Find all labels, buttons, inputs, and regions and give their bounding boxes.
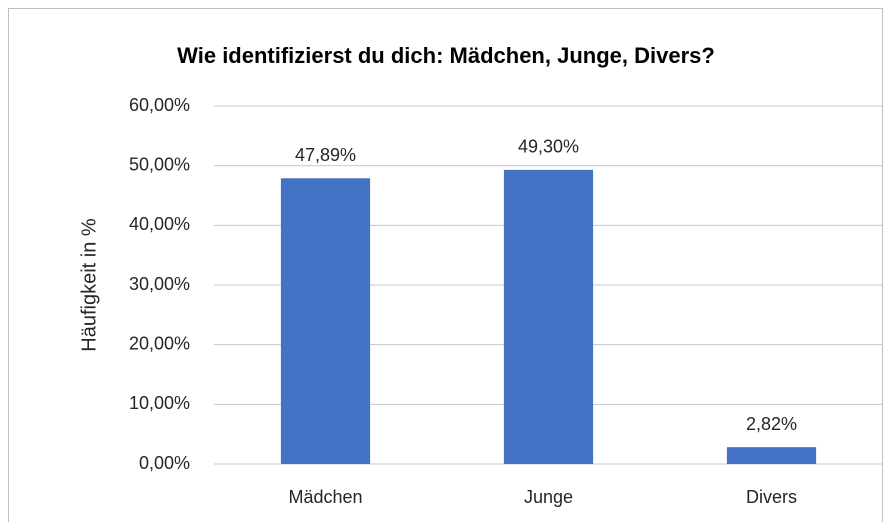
data-label: 49,30% [518, 137, 579, 157]
y-tick-label: 30,00% [129, 274, 190, 294]
y-tick-label: 40,00% [129, 214, 190, 234]
chart-title: Wie identifizierst du dich: Mädchen, Jun… [177, 43, 715, 68]
bar [726, 447, 817, 464]
chart-border [8, 8, 883, 522]
y-tick-label: 60,00% [129, 95, 190, 115]
x-tick-label: Junge [524, 487, 573, 507]
y-tick-label: 10,00% [129, 393, 190, 413]
x-tick-label: Mädchen [288, 487, 362, 507]
y-axis-title: Häufigkeit in % [78, 218, 100, 352]
y-tick-label: 0,00% [139, 453, 190, 473]
data-label: 2,82% [746, 414, 797, 434]
x-tick-label: Divers [746, 487, 797, 507]
bar [280, 178, 371, 464]
data-label: 47,89% [295, 145, 356, 165]
y-tick-label: 50,00% [129, 154, 190, 174]
y-tick-label: 20,00% [129, 333, 190, 353]
bar [503, 169, 594, 465]
